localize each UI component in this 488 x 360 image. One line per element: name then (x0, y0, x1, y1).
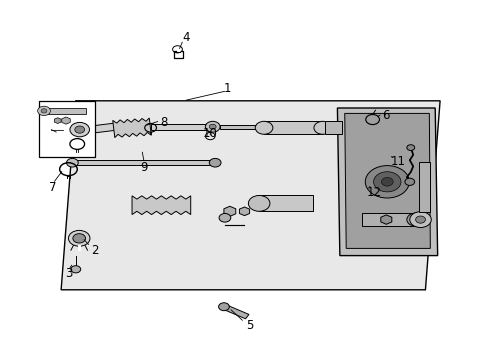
Polygon shape (239, 207, 249, 216)
Circle shape (68, 230, 90, 246)
Polygon shape (224, 206, 235, 216)
Text: 6: 6 (382, 109, 389, 122)
Circle shape (313, 121, 331, 134)
Circle shape (209, 158, 221, 167)
Circle shape (415, 216, 425, 223)
Text: 10: 10 (203, 127, 217, 140)
Text: 7: 7 (49, 181, 57, 194)
Polygon shape (84, 123, 116, 134)
Text: 8: 8 (160, 116, 167, 129)
Circle shape (38, 106, 50, 116)
Polygon shape (418, 162, 429, 212)
Polygon shape (61, 117, 70, 124)
Polygon shape (220, 125, 264, 129)
Text: 2: 2 (91, 244, 99, 257)
Circle shape (373, 172, 400, 192)
Circle shape (41, 109, 47, 113)
Polygon shape (61, 101, 439, 290)
Circle shape (406, 145, 414, 150)
Text: 4: 4 (182, 31, 189, 44)
Text: 12: 12 (366, 186, 381, 199)
Circle shape (381, 177, 392, 186)
Circle shape (404, 178, 414, 185)
Circle shape (205, 121, 220, 132)
Polygon shape (325, 121, 342, 134)
Circle shape (66, 158, 78, 167)
Polygon shape (113, 118, 151, 138)
Text: 1: 1 (223, 82, 231, 95)
Bar (39, 101, 95, 157)
Circle shape (409, 212, 430, 228)
Circle shape (218, 303, 229, 311)
Circle shape (70, 122, 89, 137)
Polygon shape (337, 108, 437, 256)
Polygon shape (264, 121, 322, 134)
Circle shape (248, 195, 269, 211)
Polygon shape (361, 213, 415, 226)
Polygon shape (44, 108, 85, 114)
Text: 3: 3 (64, 267, 72, 280)
Polygon shape (132, 196, 190, 215)
Circle shape (75, 126, 84, 133)
Polygon shape (54, 118, 61, 123)
Circle shape (219, 213, 230, 222)
Polygon shape (259, 195, 312, 211)
Circle shape (255, 121, 272, 134)
Text: 11: 11 (390, 156, 405, 168)
Text: 9: 9 (140, 161, 148, 174)
Polygon shape (380, 215, 391, 224)
Polygon shape (222, 305, 248, 319)
Circle shape (406, 213, 424, 226)
Circle shape (73, 234, 85, 243)
Polygon shape (344, 113, 429, 248)
Text: 5: 5 (245, 319, 253, 332)
Circle shape (71, 266, 81, 273)
Polygon shape (72, 160, 215, 165)
Circle shape (209, 124, 216, 129)
Polygon shape (150, 124, 210, 130)
Circle shape (365, 166, 408, 198)
